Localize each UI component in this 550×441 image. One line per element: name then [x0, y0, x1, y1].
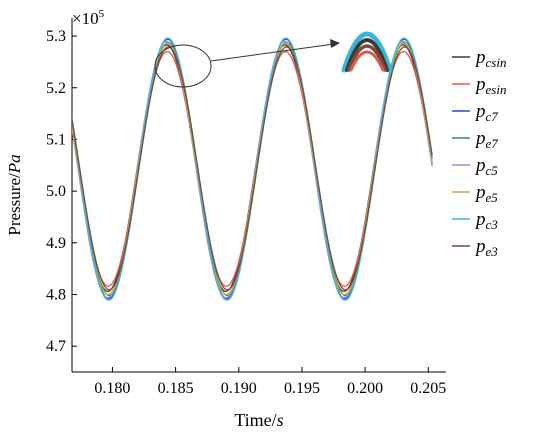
- zoom-ellipse: [154, 44, 212, 88]
- y-ticks: 4.7 4.8 4.9 5.0 5.1 5.2 5.3: [46, 28, 77, 355]
- x-tick-label: 0.195: [284, 380, 320, 397]
- y-tick-label: 5.0: [46, 183, 66, 200]
- y-tick-label: 5.3: [46, 28, 66, 45]
- series-line-p-e7: [72, 41, 433, 297]
- y-multiplier-exponent: 5: [99, 8, 105, 20]
- zoom-callout: [154, 31, 393, 88]
- x-axis-label: Time/s: [234, 410, 283, 430]
- legend-label-main: p: [474, 74, 486, 95]
- series-line-p-c7: [72, 38, 433, 300]
- legend-label: pe3: [474, 236, 498, 259]
- legend-label-sub: csin: [486, 55, 507, 70]
- series-group: [72, 37, 433, 301]
- x-ticks: 0.180 0.185 0.190 0.195 0.200 0.205: [94, 367, 446, 397]
- legend-label: pesin: [474, 74, 506, 97]
- inset-peak-esin: [349, 50, 385, 72]
- x-tick-label: 0.200: [347, 380, 383, 397]
- x-tick-label: 0.205: [410, 380, 446, 397]
- y-tick-label: 4.8: [46, 286, 66, 303]
- legend-label-sub: e7: [486, 136, 499, 151]
- legend-label-main: p: [474, 209, 486, 230]
- series-line-p-e5: [72, 42, 433, 296]
- zoom-arrowhead: [330, 39, 340, 48]
- legend-label: pcsin: [474, 47, 506, 70]
- x-tick-label: 0.185: [158, 380, 194, 397]
- legend-label: pc7: [474, 101, 498, 124]
- legend-label-main: p: [474, 236, 486, 257]
- series-line-p-c3: [72, 37, 433, 301]
- axes: [71, 18, 446, 373]
- inset-peaks: [341, 31, 393, 73]
- legend-label-sub: c5: [486, 163, 499, 178]
- legend-label-sub: c3: [486, 217, 499, 232]
- legend-label-sub: esin: [486, 82, 507, 97]
- y-axis-label-unit: Pa: [5, 154, 24, 174]
- legend-label: pe7: [474, 128, 498, 151]
- y-tick-label: 5.2: [46, 80, 66, 97]
- legend-label: pc5: [474, 155, 498, 178]
- series-line-p-e3: [72, 46, 433, 291]
- y-axis-label: Pressure/Pa: [5, 154, 24, 235]
- inset-peak-c3: [341, 31, 393, 73]
- x-tick-label: 0.190: [221, 380, 257, 397]
- y-axis-label-prefix: Pressure/: [5, 173, 24, 236]
- zoom-arrow: [210, 43, 335, 62]
- series-line-p-csin: [72, 44, 433, 293]
- x-tick-label: 0.180: [94, 380, 130, 397]
- legend-label-main: p: [474, 101, 486, 122]
- y-tick-label: 4.7: [46, 338, 66, 355]
- x-axis-label-unit: s: [277, 410, 284, 430]
- inset-peak-e3: [347, 44, 387, 72]
- y-tick-label: 4.9: [46, 235, 66, 252]
- legend-label-sub: e5: [486, 190, 499, 205]
- y-multiplier-base: ×10: [72, 9, 99, 28]
- legend-label-sub: e3: [486, 244, 499, 259]
- series-line-p-c5: [72, 40, 433, 299]
- legend-label: pc3: [474, 209, 498, 232]
- legend-label-sub: c7: [486, 109, 499, 124]
- inset-peak-csin: [345, 38, 389, 72]
- legend-label-main: p: [474, 155, 486, 176]
- y-multiplier-label: ×105: [72, 8, 105, 28]
- legend-label-main: p: [474, 128, 486, 149]
- legend-label-main: p: [474, 47, 486, 68]
- y-tick-label: 5.1: [46, 131, 66, 148]
- x-axis-label-prefix: Time/: [234, 410, 276, 430]
- legend-label: pe5: [474, 182, 498, 205]
- legend-label-main: p: [474, 182, 486, 203]
